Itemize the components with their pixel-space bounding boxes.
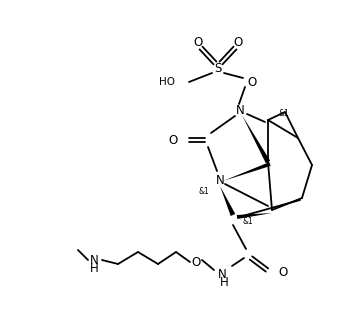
Text: H: H xyxy=(90,262,98,275)
Text: &1: &1 xyxy=(199,188,210,197)
Text: O: O xyxy=(247,76,256,89)
Text: O: O xyxy=(191,256,201,268)
Text: S: S xyxy=(214,62,222,75)
Text: N: N xyxy=(218,267,226,281)
Text: N: N xyxy=(216,174,224,187)
Polygon shape xyxy=(242,115,270,163)
Text: N: N xyxy=(90,253,98,267)
Polygon shape xyxy=(223,162,271,181)
Text: O: O xyxy=(233,35,243,49)
Text: H: H xyxy=(220,276,229,289)
Text: &1: &1 xyxy=(243,217,253,226)
Text: O: O xyxy=(169,133,178,146)
Text: HO: HO xyxy=(159,77,175,87)
Text: N: N xyxy=(236,104,244,117)
Text: O: O xyxy=(193,35,203,49)
Polygon shape xyxy=(237,213,272,219)
Text: O: O xyxy=(278,266,287,278)
Text: &1: &1 xyxy=(279,109,289,118)
Polygon shape xyxy=(220,186,235,216)
